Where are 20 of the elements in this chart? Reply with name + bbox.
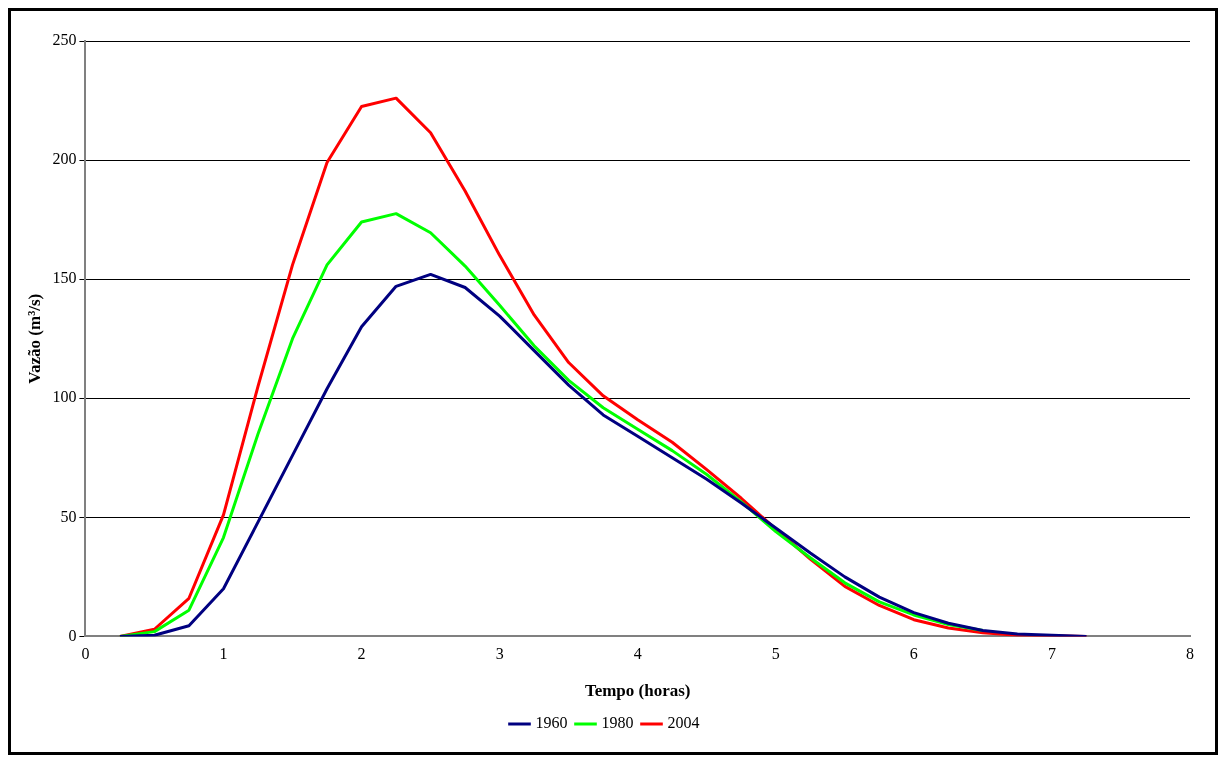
y-tick-label: 50 [60, 507, 77, 525]
legend-label: 1960 [535, 714, 568, 732]
x-tick-label: 1 [219, 645, 228, 663]
y-axis-title: Vazão (m³/s) [24, 293, 44, 384]
x-axis-title: Tempo (horas) [584, 681, 691, 701]
x-tick-label: 6 [909, 645, 918, 663]
y-tick-label: 100 [52, 388, 77, 406]
x-tick-label: 4 [633, 645, 642, 663]
y-tick-label: 200 [52, 150, 77, 168]
y-tick-label: 150 [52, 269, 77, 287]
x-tick-label: 7 [1047, 645, 1056, 663]
y-tick-label: 0 [68, 626, 77, 644]
legend-label: 2004 [667, 714, 700, 732]
x-tick-label: 3 [495, 645, 504, 663]
x-tick-label: 5 [771, 645, 780, 663]
x-tick-label: 8 [1186, 645, 1194, 663]
y-tick-label: 250 [52, 31, 77, 49]
legend-label: 1980 [601, 714, 634, 732]
x-tick-label: 2 [357, 645, 366, 663]
x-tick-label: 0 [81, 645, 90, 663]
